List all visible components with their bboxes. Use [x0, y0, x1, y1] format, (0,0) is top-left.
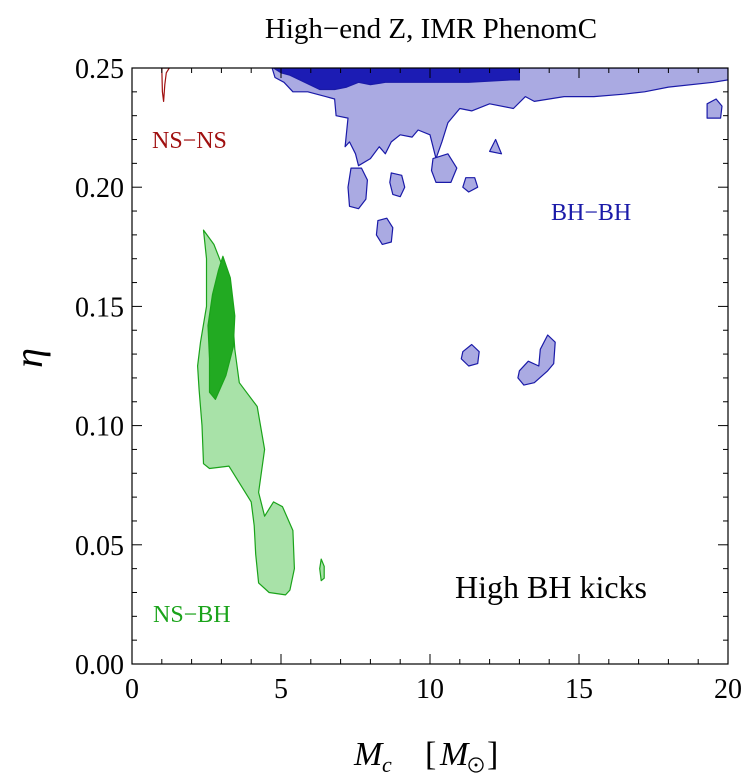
contour-bh-bh-outer-6 [462, 177, 479, 193]
x-tick-label: 5 [274, 674, 288, 705]
svg-text:M: M [439, 736, 470, 773]
contour-bh-bh-outer-10 [517, 334, 556, 386]
y-tick-label: 0.00 [75, 650, 124, 681]
x-tick-label: 0 [125, 674, 139, 705]
chart-title: High−end Z, IMR PhenomC [265, 13, 597, 45]
contour-bh-bh-outer-8 [706, 98, 723, 119]
svg-text:]: ] [487, 736, 498, 773]
y-axis-label: η [6, 348, 51, 368]
y-tick-label: 0.05 [75, 531, 124, 562]
contour-bh-bh-outer-3 [389, 172, 406, 198]
y-tick-label: 0.25 [75, 54, 124, 85]
contour-bh-bh-outer-9 [460, 343, 480, 367]
svg-text:c: c [382, 752, 392, 776]
contour-regions [161, 68, 728, 596]
x-tick-label: 20 [714, 674, 742, 705]
contour-bh-bh-outer-5 [430, 153, 458, 183]
contour-bh-bh-inner-1 [272, 68, 521, 91]
contour-bh-bh-outer-0 [271, 68, 728, 167]
region-label-ns-ns: NS−NS [152, 128, 227, 154]
contour-bh-bh-outer-7 [489, 138, 503, 155]
annotation-high-bh-kicks: High BH kicks [455, 569, 647, 605]
contour-bh-bh-outer-4 [375, 217, 394, 245]
region-label-bh-bh: BH−BH [551, 200, 631, 226]
region-label-ns-bh: NS−BH [153, 602, 231, 628]
svg-text:M: M [353, 736, 384, 773]
y-tick-label: 0.20 [75, 173, 124, 204]
x-axis-label: M c [ M ] [353, 736, 498, 776]
contour-ns-bh-inner-1 [207, 255, 236, 400]
y-tick-label: 0.15 [75, 292, 124, 323]
x-tick-label: 15 [565, 674, 593, 705]
y-tick-label: 0.10 [75, 412, 124, 443]
contour-ns-bh-outer-2 [319, 558, 325, 582]
svg-text:[: [ [425, 736, 436, 773]
contour-ns-ns-outer-0 [161, 68, 170, 103]
axis-ticks: 0 5 10 15 20 0.00 0.05 0.10 0.15 0.20 0.25 [75, 54, 742, 705]
contour-bh-bh-outer-2 [347, 167, 368, 210]
x-tick-label: 10 [416, 674, 444, 705]
contour-ns-bh-outer-0 [197, 229, 295, 596]
